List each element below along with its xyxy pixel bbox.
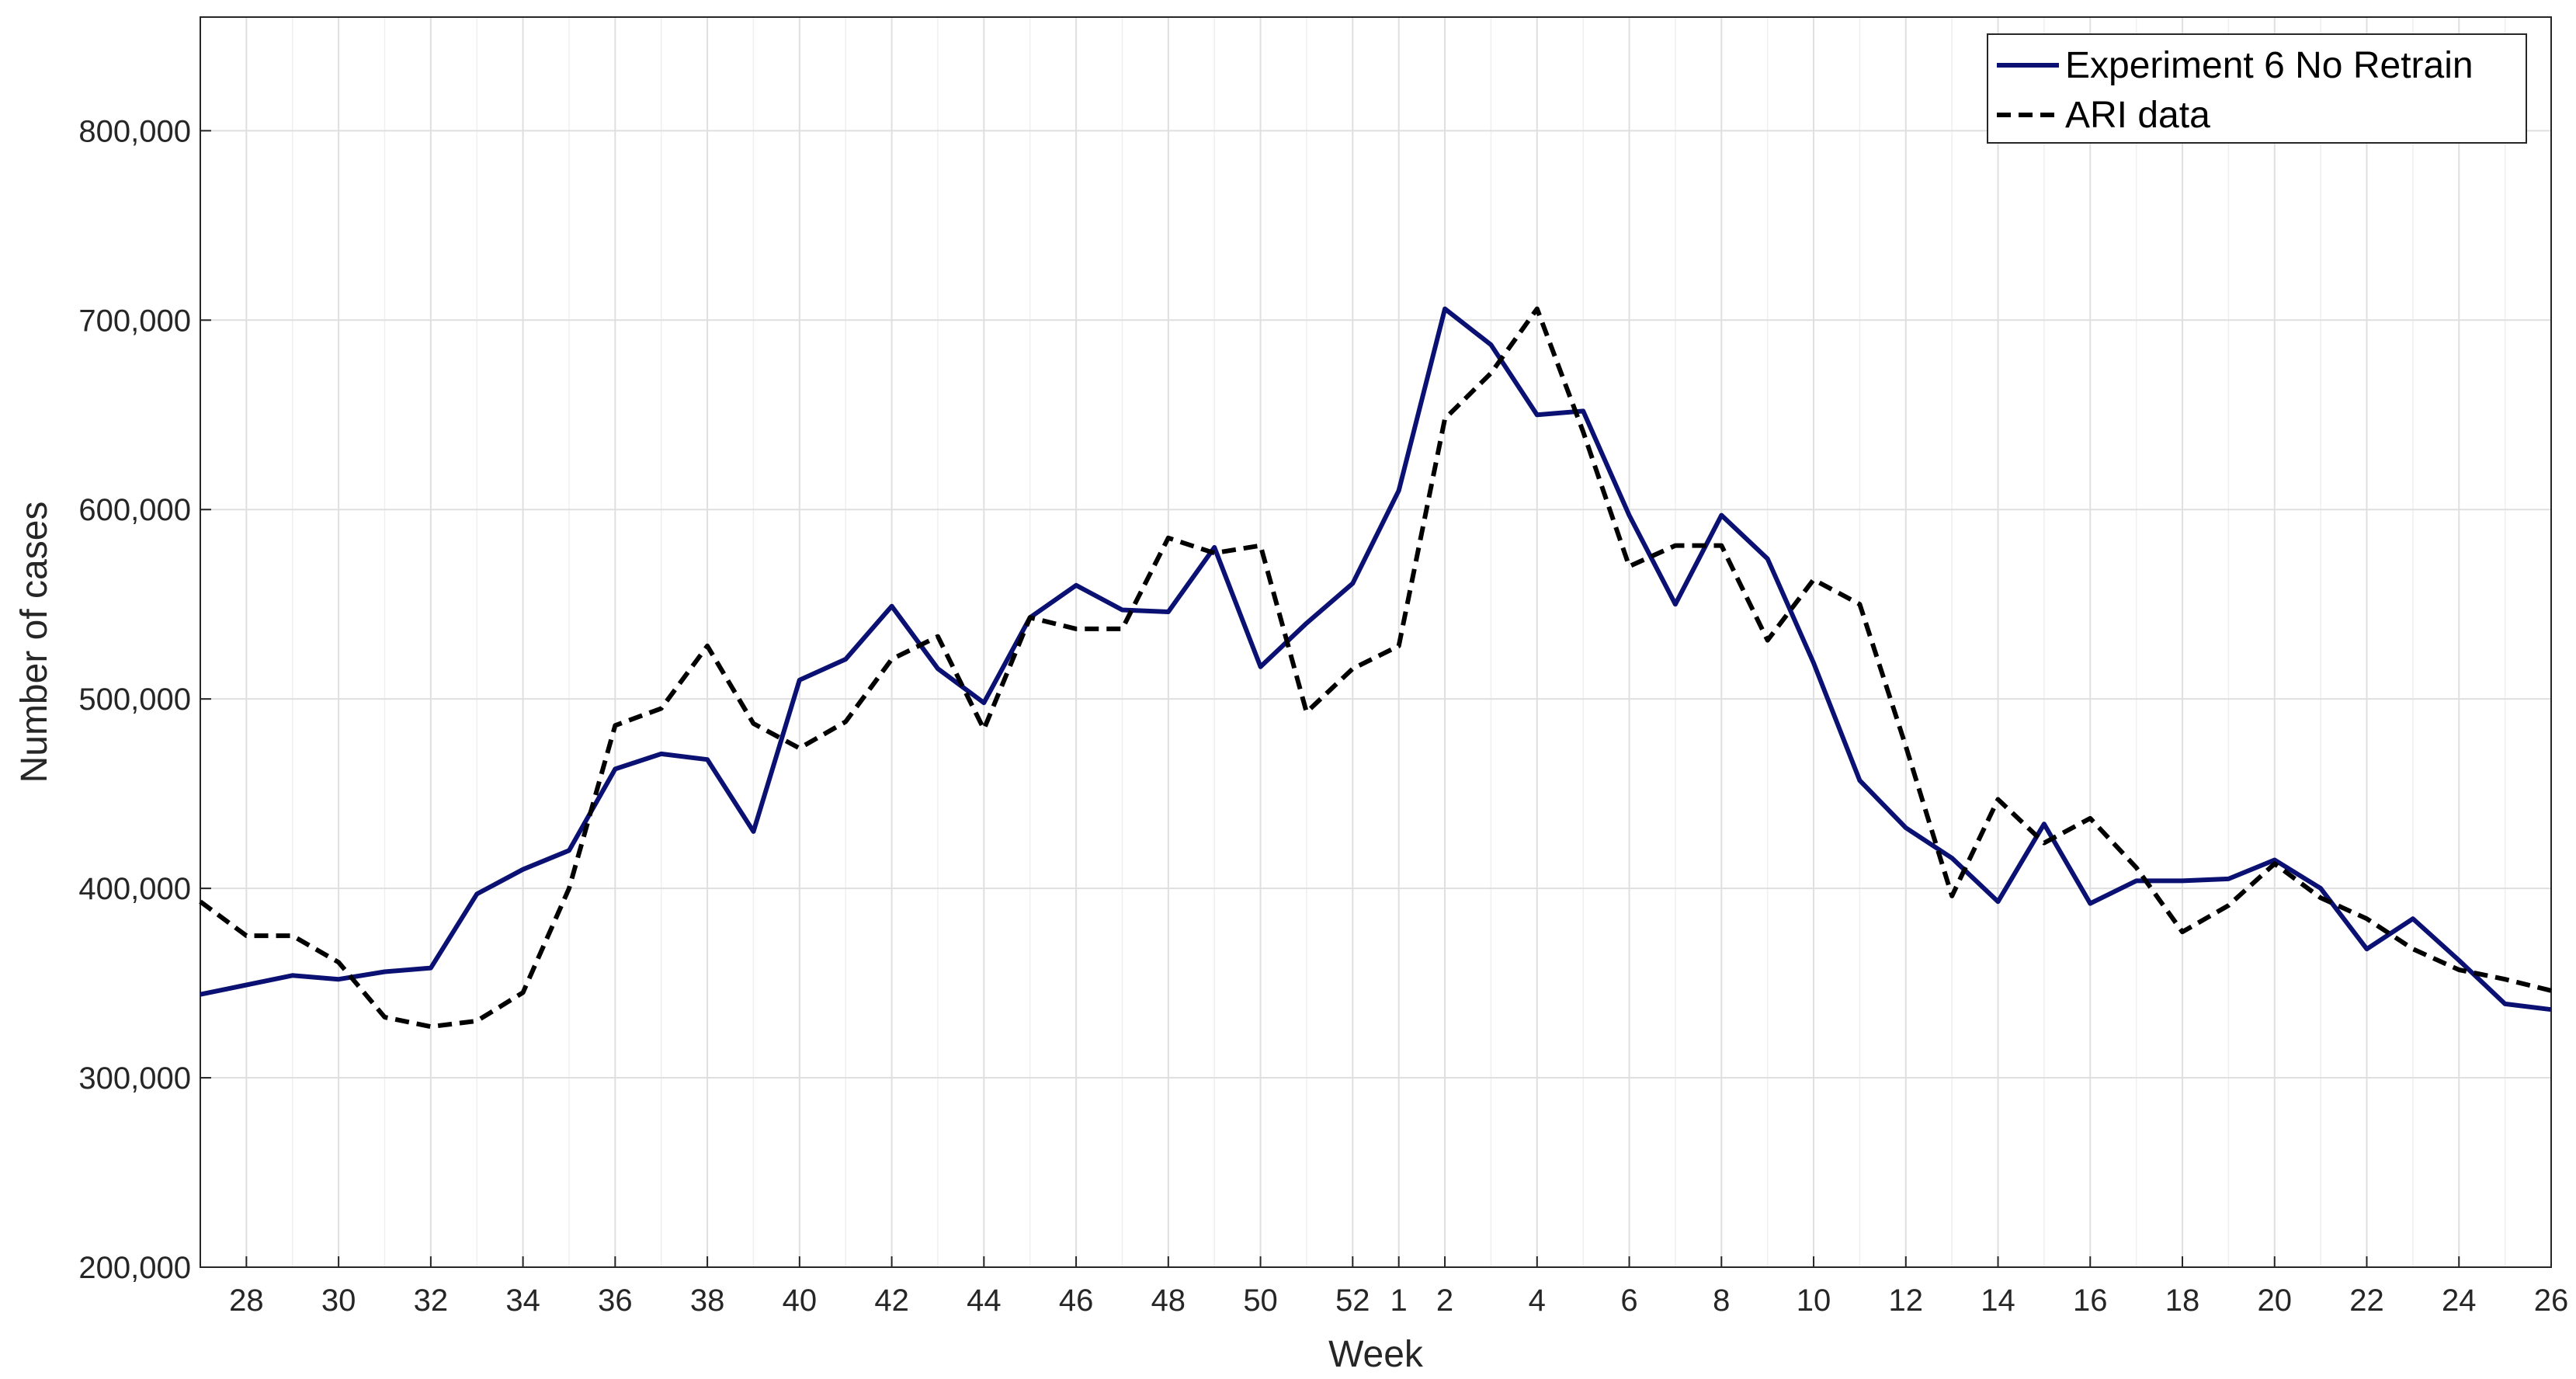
y-axis-title: Number of cases	[14, 502, 55, 783]
x-tick-label: 2	[1436, 1283, 1453, 1318]
y-tick-label: 300,000	[78, 1061, 191, 1096]
y-tick-label: 400,000	[78, 872, 191, 906]
legend-label-experiment: Experiment 6 No Retrain	[2065, 45, 2474, 86]
series-line-ari	[199, 306, 2552, 1030]
y-tick-label: 500,000	[78, 683, 191, 717]
legend-label-ari: ARI data	[2065, 95, 2210, 136]
x-tick-label: 1	[1390, 1283, 1408, 1318]
legend-box	[1987, 33, 2527, 144]
grid-lines	[200, 17, 2551, 1267]
x-axis-title: Week	[1328, 1334, 1424, 1375]
x-tick-label: 50	[1243, 1283, 1278, 1318]
x-tick-label: 40	[783, 1283, 818, 1318]
x-tick-label: 10	[1797, 1283, 1831, 1318]
x-tick-label: 4	[1529, 1283, 1546, 1318]
y-axis: 200,000 300,000 400,000 500,000 600,000 700,0…	[78, 114, 211, 1285]
x-tick-label: 26	[2534, 1283, 2569, 1318]
x-tick-label: 18	[2165, 1283, 2200, 1318]
x-tick-label: 16	[2073, 1283, 2108, 1318]
x-tick-label: 30	[321, 1283, 356, 1318]
x-tick-label: 44	[967, 1283, 1002, 1318]
series-lines	[199, 306, 2552, 1030]
x-axis: 28 30 32 34 36 38 40 42 44 46 48 50 52 1 2 4 6 8 10 12 14 16 1…	[229, 1256, 2568, 1318]
x-tick-label: 12	[1889, 1283, 1924, 1318]
x-tick-label: 32	[414, 1283, 449, 1318]
plot-area-border	[200, 16, 2552, 1268]
x-tick-label: 20	[2258, 1283, 2293, 1318]
x-tick-label: 24	[2442, 1283, 2477, 1318]
y-tick-label: 600,000	[78, 493, 191, 527]
x-tick-label: 28	[229, 1283, 264, 1318]
y-tick-label: 200,000	[78, 1251, 191, 1285]
x-tick-label: 14	[1981, 1283, 2015, 1318]
x-tick-label: 52	[1335, 1283, 1370, 1318]
x-tick-label: 36	[598, 1283, 633, 1318]
x-tick-label: 22	[2349, 1283, 2384, 1318]
x-tick-label: 46	[1059, 1283, 1094, 1318]
x-tick-label: 38	[690, 1283, 725, 1318]
x-tick-label: 6	[1620, 1283, 1637, 1318]
x-tick-label: 8	[1713, 1283, 1730, 1318]
x-tick-label: 34	[505, 1283, 540, 1318]
x-tick-label: 48	[1151, 1283, 1186, 1318]
y-tick-label: 800,000	[78, 114, 191, 148]
y-tick-label: 700,000	[78, 304, 191, 338]
x-tick-label: 42	[874, 1283, 909, 1318]
legend: Experiment 6 No Retrain ARI data	[1987, 33, 2527, 144]
